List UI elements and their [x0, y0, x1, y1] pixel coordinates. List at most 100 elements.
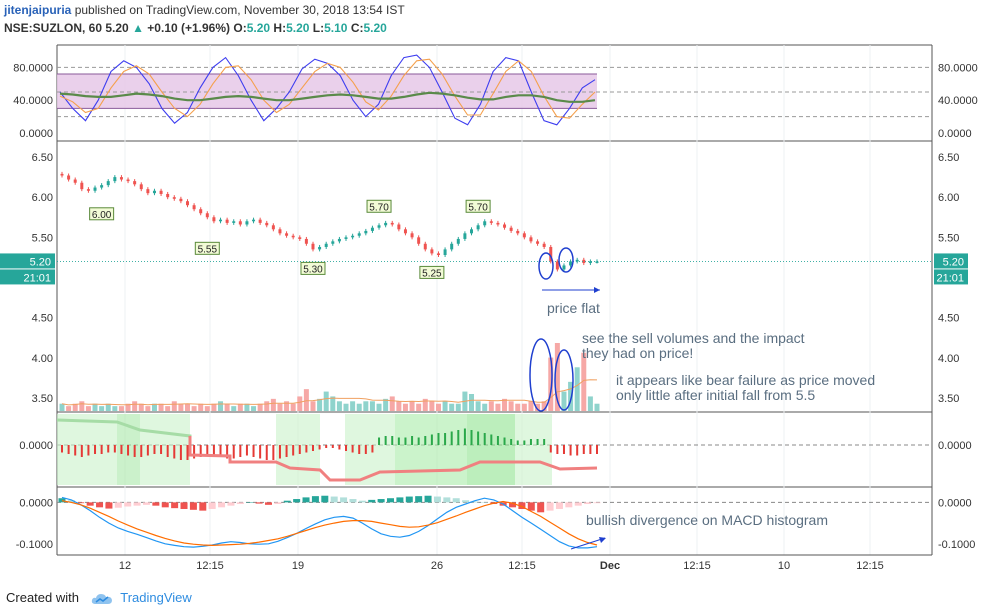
- created-with-label: Created with: [6, 590, 79, 605]
- volume-bar: [284, 401, 290, 411]
- trend-bar: [358, 445, 361, 454]
- macd-histogram-bar: [236, 502, 244, 505]
- volume-bar: [118, 406, 124, 411]
- candle-body: [549, 246, 553, 262]
- volume-bar: [178, 403, 184, 411]
- volume-bar: [237, 403, 243, 411]
- price-y-label-left: 4.50: [32, 313, 53, 325]
- macd-histogram-bar: [546, 502, 554, 511]
- trend-bar: [199, 445, 202, 457]
- last-price-badge: [0, 253, 55, 269]
- candle-body: [265, 222, 269, 226]
- macd-histogram-bar: [180, 502, 188, 509]
- volume-bar: [508, 401, 514, 411]
- macd-histogram-bar: [161, 502, 169, 508]
- trend-bar: [477, 431, 480, 445]
- author-name[interactable]: jitenjaipuria: [4, 3, 72, 17]
- candle-body: [370, 227, 374, 231]
- trend-bar: [483, 433, 486, 445]
- pivot-marker-label: 5.70: [369, 202, 389, 213]
- macd-histogram-bar: [340, 497, 348, 503]
- candle-body: [73, 179, 77, 183]
- chart-canvas[interactable]: 12 12:15 19 26 12:15 Dec 12:15 10 12:15 80.0000 80…: [0, 0, 990, 590]
- x-tick-label: 19: [292, 560, 304, 572]
- candle-body: [430, 249, 434, 254]
- volume-bar: [204, 406, 210, 411]
- candle-body: [285, 233, 289, 236]
- annotation-arrowhead: [599, 537, 606, 543]
- candle-body: [298, 237, 302, 239]
- volume-bar: [587, 396, 593, 411]
- candle-body: [509, 227, 513, 231]
- trend-bar: [80, 445, 83, 457]
- tradingview-cloud-icon: [91, 593, 112, 604]
- trend-bar: [259, 445, 262, 459]
- volume-bar: [442, 401, 448, 411]
- tradingview-brand[interactable]: TradingView: [120, 590, 192, 605]
- candle-body: [179, 198, 183, 202]
- volume-bar: [85, 406, 91, 411]
- macd-histogram-bar: [574, 502, 582, 506]
- annotation-divergence-arrow: [570, 537, 606, 550]
- trend-bar: [543, 439, 546, 445]
- pivot-marker-label: 6.00: [92, 210, 112, 221]
- candle-body: [304, 238, 308, 244]
- publish-line: jitenjaipuria published on TradingView.c…: [4, 3, 405, 17]
- macd-histogram-bar: [377, 499, 385, 503]
- volume-bar: [251, 406, 257, 411]
- volume-bar: [389, 396, 395, 411]
- macd-histogram-bar: [537, 502, 545, 513]
- trend-bar: [87, 445, 90, 456]
- candle-body: [522, 233, 526, 238]
- stoch-y-label-right: 40.0000: [938, 95, 978, 107]
- trend-zone: [395, 414, 467, 485]
- price-y-label-right: 3.50: [938, 393, 959, 405]
- volume-ma-line: [61, 379, 598, 406]
- countdown-badge: [934, 269, 968, 285]
- volume-bar: [561, 391, 567, 411]
- candle-body: [575, 259, 579, 262]
- volume-bar: [244, 403, 250, 411]
- trend-bar: [437, 433, 440, 445]
- trend-bar: [212, 445, 215, 456]
- trend-bar: [450, 431, 453, 445]
- stoch-d-line: [59, 58, 596, 119]
- trend-bar: [278, 445, 281, 459]
- macd-histogram-bar: [368, 499, 376, 503]
- trend-bar: [496, 436, 499, 445]
- macd-histogram-bar: [471, 501, 479, 503]
- volume-bar: [429, 401, 435, 411]
- candle-body: [291, 235, 295, 238]
- volume-bar: [158, 403, 164, 411]
- trend-bar: [193, 445, 196, 459]
- trend-bar: [285, 445, 288, 457]
- macd-histogram-bar: [358, 500, 366, 503]
- volume-bar: [165, 406, 171, 411]
- price-y-label-left: 3.50: [32, 393, 53, 405]
- macd-histogram-bar: [396, 497, 404, 503]
- volume-bar: [502, 398, 508, 411]
- pivot-marker-box: [366, 199, 392, 213]
- trend-bar: [160, 445, 163, 454]
- pivot-marker-box: [300, 261, 326, 275]
- volume-bar: [257, 403, 263, 411]
- trend-bar: [318, 445, 321, 450]
- macd-histogram-bar: [152, 502, 160, 506]
- volume-bar: [482, 403, 488, 411]
- macd-line: [61, 496, 598, 549]
- candle-body: [483, 221, 487, 226]
- candle-body: [364, 230, 368, 234]
- macd-histogram-bar: [462, 500, 470, 503]
- trend-bar: [153, 445, 156, 454]
- trend-bar: [529, 439, 532, 445]
- candle-body: [126, 179, 130, 182]
- annotation-volume-ellipse: [554, 349, 574, 411]
- volume-bar: [171, 401, 177, 411]
- trend-bar: [596, 445, 598, 454]
- candle-body: [205, 213, 209, 218]
- price-y-label-right: 4.00: [938, 353, 959, 365]
- volume-bar: [402, 403, 408, 411]
- stoch-y-label-left: 80.0000: [13, 62, 53, 74]
- trend-bar: [140, 445, 143, 457]
- annotation-price-flat: price flat: [547, 300, 600, 316]
